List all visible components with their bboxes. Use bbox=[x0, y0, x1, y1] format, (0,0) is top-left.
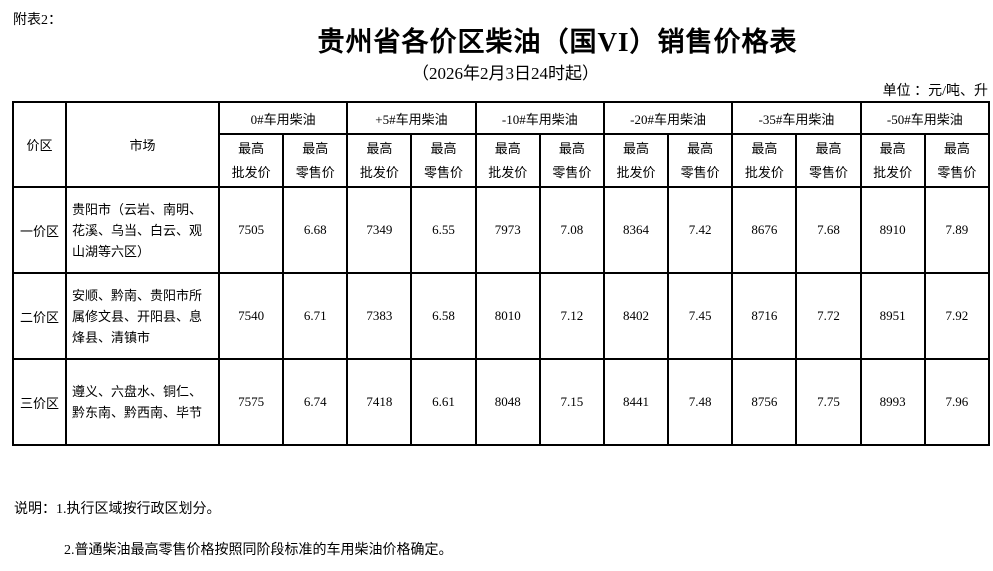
subheader-max-wholesale: 最高 批发价 bbox=[731, 133, 798, 188]
table-row-zone1: 一价区 贵阳市（云岩、南明、花溪、乌当、白云、观山湖等六区） 7505 6.68… bbox=[12, 186, 991, 274]
price-cell: 8048 bbox=[474, 358, 541, 446]
subheader-max-retail: 最高 零售价 bbox=[923, 133, 991, 188]
price-cell: 7383 bbox=[346, 272, 413, 360]
market-cell: 遵义、六盘水、铜仁、黔东南、黔西南、毕节 bbox=[65, 358, 220, 446]
subheader-line: 零售价 bbox=[295, 164, 335, 180]
subheader-line: 最高 bbox=[687, 140, 714, 156]
price-cell: 8441 bbox=[602, 358, 670, 446]
subheader-line: 批发价 bbox=[488, 164, 528, 180]
subheader-line: 零售价 bbox=[937, 164, 977, 180]
price-cell: 7.96 bbox=[923, 358, 991, 446]
subheader-max-retail: 最高 零售价 bbox=[282, 133, 349, 188]
price-cell: 7418 bbox=[346, 358, 413, 446]
subheader-line: 最高 bbox=[943, 140, 970, 156]
subheader-line: 最高 bbox=[815, 140, 842, 156]
fuel-header-plus5: +5#车用柴油 bbox=[346, 101, 477, 135]
zone-cell: 一价区 bbox=[12, 186, 67, 274]
price-cell: 7973 bbox=[474, 186, 541, 274]
subheader-line: 最高 bbox=[302, 140, 329, 156]
page-subtitle: （2026年2月3日24时起） bbox=[412, 64, 599, 83]
price-cell: 7349 bbox=[346, 186, 413, 274]
price-cell: 6.58 bbox=[410, 272, 477, 360]
price-cell: 8716 bbox=[731, 272, 798, 360]
note-line-2: 2.普通柴油最高零售价格按照同阶段标准的车用柴油价格确定。 bbox=[64, 543, 453, 558]
subheader-max-wholesale: 最高 批发价 bbox=[602, 133, 670, 188]
price-cell: 8756 bbox=[731, 358, 798, 446]
fuel-header-minus10: -10#车用柴油 bbox=[474, 101, 605, 135]
price-cell: 7.15 bbox=[538, 358, 605, 446]
attachment-label: 附表2： bbox=[13, 13, 62, 28]
price-cell: 6.71 bbox=[282, 272, 349, 360]
subheader-max-retail: 最高 零售价 bbox=[795, 133, 862, 188]
table-row-zone3: 三价区 遵义、六盘水、铜仁、黔东南、黔西南、毕节 7575 6.74 7418 … bbox=[12, 358, 991, 446]
subheader-line: 最高 bbox=[494, 140, 521, 156]
price-cell: 7540 bbox=[217, 272, 285, 360]
fuel-header-minus20: -20#车用柴油 bbox=[602, 101, 734, 135]
zone-cell: 二价区 bbox=[12, 272, 67, 360]
market-column-header: 市场 bbox=[65, 101, 220, 188]
subheader-line: 最高 bbox=[623, 140, 650, 156]
price-cell: 6.68 bbox=[282, 186, 349, 274]
price-cell: 6.55 bbox=[410, 186, 477, 274]
zone-column-header: 价区 bbox=[12, 101, 67, 188]
subheader-line: 最高 bbox=[751, 140, 778, 156]
subheader-max-retail: 最高 零售价 bbox=[410, 133, 477, 188]
subheader-line: 批发价 bbox=[873, 164, 913, 180]
price-cell: 7575 bbox=[217, 358, 285, 446]
page-title: 贵州省各价区柴油（国VI）销售价格表 bbox=[317, 27, 798, 57]
subheader-line: 零售价 bbox=[552, 164, 592, 180]
price-cell: 7.68 bbox=[795, 186, 862, 274]
price-cell: 7.89 bbox=[923, 186, 991, 274]
fuel-header-minus50: -50#车用柴油 bbox=[859, 101, 991, 135]
unit-label: 单位 ：元/吨、升 bbox=[882, 84, 988, 99]
price-table: 价区 市场 0#车用柴油 +5#车用柴油 -10#车用柴油 -20#车用柴油 -… bbox=[12, 101, 991, 446]
price-cell: 8364 bbox=[602, 186, 670, 274]
fuel-header-row: 价区 市场 0#车用柴油 +5#车用柴油 -10#车用柴油 -20#车用柴油 -… bbox=[12, 101, 991, 188]
price-cell: 7.75 bbox=[795, 358, 862, 446]
fuel-header-0: 0#车用柴油 bbox=[217, 101, 349, 135]
subheader-line: 批发价 bbox=[359, 164, 399, 180]
subheader-line: 批发价 bbox=[744, 164, 784, 180]
subheader-max-wholesale: 最高 批发价 bbox=[217, 133, 285, 188]
subheader-line: 最高 bbox=[366, 140, 393, 156]
subheader-line: 零售价 bbox=[680, 164, 720, 180]
price-cell: 8676 bbox=[731, 186, 798, 274]
subheader-max-wholesale: 最高 批发价 bbox=[346, 133, 413, 188]
sub-header-row: 最高 批发价 最高 零售价 最高 批发价 最高 零售价 最高 批发价 bbox=[13, 133, 991, 188]
subheader-max-retail: 最高 零售价 bbox=[538, 133, 605, 188]
subheader-max-wholesale: 最高 批发价 bbox=[474, 133, 541, 188]
subheader-line: 最高 bbox=[879, 140, 906, 156]
subheader-line: 零售价 bbox=[424, 164, 464, 180]
price-cell: 8402 bbox=[602, 272, 670, 360]
price-cell: 8993 bbox=[859, 358, 926, 446]
subheader-line: 零售价 bbox=[808, 164, 848, 180]
price-cell: 7.42 bbox=[667, 186, 734, 274]
price-cell: 7.72 bbox=[795, 272, 862, 360]
subheader-max-wholesale: 最高 批发价 bbox=[859, 133, 926, 188]
price-cell: 8951 bbox=[859, 272, 926, 360]
price-cell: 8010 bbox=[474, 272, 541, 360]
subheader-line: 最高 bbox=[238, 140, 265, 156]
zone-cell: 三价区 bbox=[12, 358, 67, 446]
note-line-1: 说明：1.执行区域按行政区划分。 bbox=[14, 502, 221, 517]
subheader-line: 最高 bbox=[430, 140, 457, 156]
price-cell: 7.08 bbox=[538, 186, 605, 274]
market-cell: 贵阳市（云岩、南明、花溪、乌当、白云、观山湖等六区） bbox=[65, 186, 220, 274]
price-cell: 8910 bbox=[859, 186, 926, 274]
price-cell: 7.92 bbox=[923, 272, 991, 360]
subheader-line: 批发价 bbox=[231, 164, 271, 180]
subheader-line: 批发价 bbox=[616, 164, 656, 180]
market-cell: 安顺、黔南、贵阳市所属修文县、开阳县、息烽县、清镇市 bbox=[65, 272, 220, 360]
price-cell: 7505 bbox=[217, 186, 285, 274]
price-cell: 7.45 bbox=[667, 272, 734, 360]
subheader-line: 最高 bbox=[558, 140, 585, 156]
price-cell: 7.48 bbox=[667, 358, 734, 446]
price-cell: 7.12 bbox=[538, 272, 605, 360]
subheader-max-retail: 最高 零售价 bbox=[667, 133, 734, 188]
price-cell: 6.61 bbox=[410, 358, 477, 446]
fuel-header-minus35: -35#车用柴油 bbox=[731, 101, 862, 135]
price-cell: 6.74 bbox=[282, 358, 349, 446]
table-row-zone2: 二价区 安顺、黔南、贵阳市所属修文县、开阳县、息烽县、清镇市 7540 6.71… bbox=[12, 272, 991, 360]
